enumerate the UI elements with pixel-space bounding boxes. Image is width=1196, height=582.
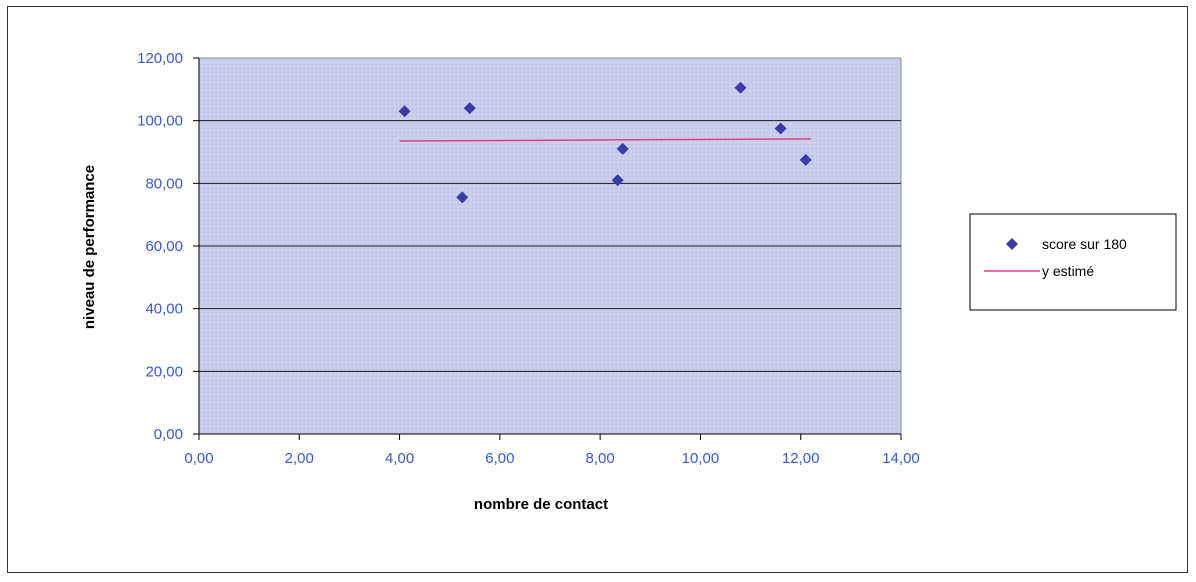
series-layer	[398, 81, 812, 204]
y-tick-label: 0,00	[154, 426, 183, 443]
y-axis-title: niveau de performance	[81, 165, 98, 329]
y-tick-label: 120,00	[137, 50, 183, 67]
x-tick-label: 0,00	[184, 450, 213, 467]
x-tick-label: 10,00	[682, 450, 720, 467]
data-point	[799, 153, 812, 166]
y-axis: 0,00 20,00 40,00 60,00 80,00 100,00 120,00	[137, 50, 200, 443]
x-tick-label: 14,00	[882, 450, 920, 467]
data-point	[734, 81, 747, 94]
x-axis-title: nombre de contact	[474, 496, 608, 513]
data-point	[398, 105, 411, 118]
legend-label-estimate: y estimé	[1042, 263, 1094, 279]
x-tick-label: 8,00	[586, 450, 615, 467]
data-point	[611, 174, 624, 187]
data-point	[774, 122, 787, 135]
x-tick-label: 2,00	[285, 450, 314, 467]
y-tick-label: 40,00	[145, 301, 183, 318]
x-tick-label: 6,00	[485, 450, 514, 467]
x-tick-label: 4,00	[385, 450, 414, 467]
y-tick-label: 20,00	[145, 363, 183, 380]
data-point	[616, 142, 629, 155]
data-point	[463, 102, 476, 115]
y-tick-label: 60,00	[145, 238, 183, 255]
gridlines	[199, 120, 901, 372]
trend-line	[399, 138, 811, 142]
data-point	[456, 191, 469, 204]
x-axis: 0,00 2,00 4,00 6,00 8,00 10,00 12,00 14,00	[184, 433, 920, 467]
legend-box	[969, 213, 1177, 311]
legend: score sur 180 y estimé	[969, 213, 1177, 311]
y-tick-label: 100,00	[137, 113, 183, 130]
legend-marker-score	[1006, 238, 1018, 250]
legend-label-score: score sur 180	[1042, 236, 1127, 252]
y-tick-label: 80,00	[145, 175, 183, 192]
x-tick-label: 12,00	[782, 450, 820, 467]
